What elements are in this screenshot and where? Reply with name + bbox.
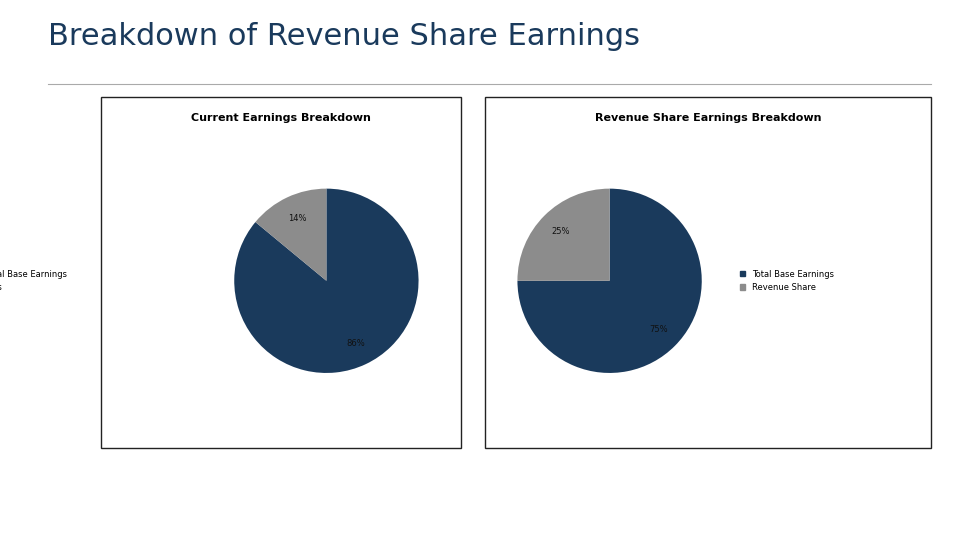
Text: 86%: 86% [347, 339, 365, 348]
Text: Current Earnings Breakdown: Current Earnings Breakdown [191, 113, 371, 124]
Text: 25%: 25% [551, 227, 570, 237]
Legend: Total Base Earnings, Tips: Total Base Earnings, Tips [0, 269, 67, 292]
Text: Revenue Share Earnings Breakdown: Revenue Share Earnings Breakdown [595, 113, 821, 124]
Text: 14%: 14% [288, 214, 306, 223]
Text: Breakdown of Revenue Share Earnings: Breakdown of Revenue Share Earnings [48, 22, 640, 51]
Wedge shape [517, 188, 702, 373]
Wedge shape [255, 188, 326, 281]
Text: 75%: 75% [649, 325, 668, 334]
Wedge shape [234, 188, 419, 373]
Wedge shape [517, 188, 610, 281]
Legend: Total Base Earnings, Revenue Share: Total Base Earnings, Revenue Share [740, 269, 834, 292]
